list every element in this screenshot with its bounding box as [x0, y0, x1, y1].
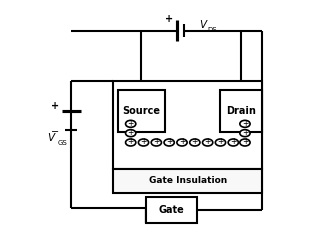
Ellipse shape — [126, 139, 136, 146]
Text: −: − — [187, 26, 195, 36]
Text: +: + — [242, 128, 248, 137]
Text: +: + — [217, 137, 224, 146]
Text: +: + — [242, 137, 248, 146]
Text: +: + — [179, 137, 185, 146]
Text: +: + — [191, 137, 198, 146]
Text: +: + — [153, 137, 160, 146]
Ellipse shape — [240, 120, 250, 127]
Bar — [220, 90, 263, 132]
Text: +: + — [128, 137, 134, 146]
Ellipse shape — [240, 139, 250, 146]
Ellipse shape — [203, 139, 213, 146]
Ellipse shape — [126, 130, 136, 137]
Bar — [113, 81, 263, 169]
Bar — [113, 169, 263, 193]
Ellipse shape — [190, 139, 200, 146]
Bar — [118, 90, 164, 132]
Text: +: + — [242, 119, 248, 128]
Text: +: + — [164, 14, 173, 24]
Text: Gate: Gate — [159, 205, 184, 215]
Text: +: + — [128, 128, 134, 137]
Text: Gate Insulation: Gate Insulation — [149, 177, 227, 185]
Ellipse shape — [177, 139, 187, 146]
Ellipse shape — [240, 130, 250, 137]
Ellipse shape — [151, 139, 162, 146]
Text: +: + — [51, 101, 59, 111]
Ellipse shape — [139, 139, 149, 146]
Text: $V$: $V$ — [46, 131, 56, 143]
Text: Source: Source — [122, 106, 160, 116]
Text: +: + — [230, 137, 237, 146]
Text: +: + — [128, 119, 134, 128]
Ellipse shape — [215, 139, 226, 146]
Ellipse shape — [228, 139, 239, 146]
Text: +: + — [166, 137, 172, 146]
Text: −: − — [51, 127, 59, 137]
Text: GS: GS — [57, 140, 67, 146]
Text: DS: DS — [208, 27, 217, 33]
Text: +: + — [204, 137, 211, 146]
Text: $V$: $V$ — [199, 17, 209, 30]
Bar — [146, 197, 197, 223]
Ellipse shape — [164, 139, 174, 146]
Ellipse shape — [126, 120, 136, 127]
Text: Drain: Drain — [227, 106, 256, 116]
Text: +: + — [140, 137, 147, 146]
